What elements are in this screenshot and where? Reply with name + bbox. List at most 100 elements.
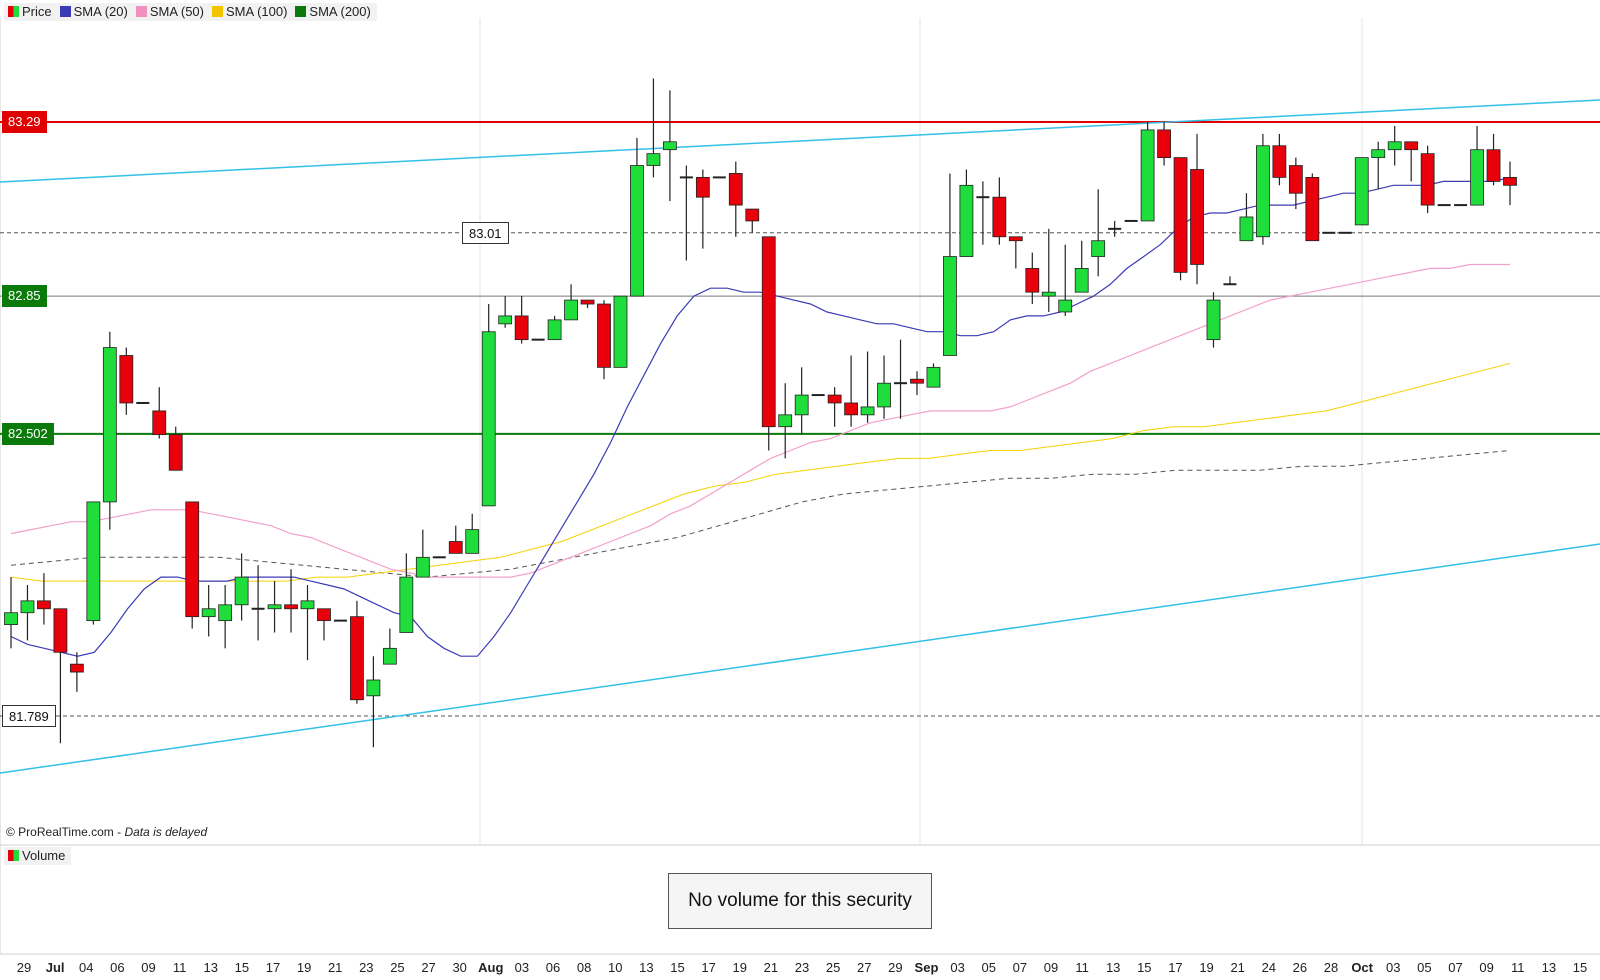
candle[interactable] bbox=[1091, 189, 1106, 277]
candle[interactable] bbox=[877, 355, 891, 419]
candle[interactable] bbox=[597, 300, 611, 380]
candle[interactable] bbox=[317, 608, 331, 641]
candle-body bbox=[943, 256, 957, 356]
candle[interactable] bbox=[300, 585, 315, 661]
candle-body bbox=[317, 608, 331, 622]
candle[interactable] bbox=[646, 78, 661, 178]
candle[interactable] bbox=[1157, 122, 1171, 166]
candle-body bbox=[1058, 299, 1073, 313]
candle[interactable] bbox=[1371, 141, 1386, 190]
candle[interactable] bbox=[201, 585, 216, 637]
candle[interactable] bbox=[1173, 157, 1188, 281]
legend-item[interactable]: Price bbox=[8, 4, 52, 19]
candle[interactable] bbox=[761, 236, 776, 451]
candle[interactable] bbox=[695, 169, 710, 249]
candle[interactable] bbox=[860, 351, 875, 423]
candle[interactable] bbox=[20, 585, 35, 641]
x-tick-label: Aug bbox=[478, 960, 503, 975]
candle[interactable] bbox=[218, 585, 233, 649]
candle[interactable] bbox=[926, 363, 941, 388]
candle[interactable] bbox=[794, 367, 809, 435]
candle[interactable] bbox=[168, 426, 183, 471]
candle[interactable] bbox=[37, 573, 51, 625]
candle[interactable] bbox=[152, 387, 167, 439]
candle[interactable] bbox=[267, 581, 282, 633]
candle[interactable] bbox=[564, 284, 578, 321]
candle[interactable] bbox=[1074, 240, 1089, 293]
candle[interactable] bbox=[366, 656, 381, 748]
candle-body bbox=[1206, 299, 1221, 341]
candle[interactable] bbox=[894, 339, 908, 419]
candle[interactable] bbox=[1503, 161, 1517, 206]
candle[interactable] bbox=[959, 169, 974, 257]
candle[interactable] bbox=[69, 652, 84, 692]
candle[interactable] bbox=[1354, 157, 1369, 226]
price-level-label: 83.01 bbox=[462, 221, 509, 244]
candle[interactable] bbox=[102, 331, 117, 530]
candle[interactable] bbox=[1008, 236, 1023, 269]
candle[interactable] bbox=[399, 553, 414, 633]
candle[interactable] bbox=[992, 177, 1007, 245]
candle[interactable] bbox=[1404, 141, 1419, 182]
candle[interactable] bbox=[844, 355, 858, 427]
candle[interactable] bbox=[185, 501, 200, 629]
candle[interactable] bbox=[1058, 244, 1073, 316]
legend-swatch-icon bbox=[59, 6, 71, 17]
candle[interactable] bbox=[663, 90, 677, 202]
candle[interactable] bbox=[382, 628, 397, 665]
candle[interactable] bbox=[1288, 157, 1303, 210]
candle[interactable] bbox=[53, 608, 68, 744]
candle[interactable] bbox=[1420, 145, 1435, 214]
candle[interactable] bbox=[547, 315, 562, 341]
legend-item[interactable]: SMA (100) bbox=[212, 4, 287, 19]
candle[interactable] bbox=[976, 181, 990, 245]
candle[interactable] bbox=[4, 577, 18, 649]
candle[interactable] bbox=[1041, 228, 1056, 312]
candle[interactable] bbox=[1108, 220, 1122, 237]
candle[interactable] bbox=[580, 299, 595, 308]
candle[interactable] bbox=[613, 295, 628, 368]
candle[interactable] bbox=[1256, 133, 1270, 245]
candle[interactable] bbox=[1305, 173, 1320, 242]
x-tick-label: 15 bbox=[670, 960, 684, 975]
legend-item[interactable]: SMA (20) bbox=[59, 4, 128, 19]
candle[interactable] bbox=[498, 296, 513, 328]
candle[interactable] bbox=[1239, 193, 1254, 242]
legend-item[interactable]: SMA (200) bbox=[295, 4, 371, 19]
candle[interactable] bbox=[1272, 133, 1287, 186]
candle[interactable] bbox=[745, 208, 760, 233]
candle[interactable] bbox=[514, 296, 529, 344]
candle[interactable] bbox=[1206, 292, 1221, 348]
candle[interactable] bbox=[728, 161, 743, 237]
candle[interactable] bbox=[1025, 252, 1040, 305]
candle[interactable] bbox=[1190, 133, 1204, 285]
x-tick-label: 19 bbox=[297, 960, 311, 975]
candle[interactable] bbox=[284, 569, 298, 633]
candle[interactable] bbox=[465, 513, 480, 554]
candle-body bbox=[860, 406, 875, 416]
candle[interactable] bbox=[86, 501, 101, 625]
candle[interactable] bbox=[1223, 276, 1237, 286]
legend-swatch-icon bbox=[8, 6, 19, 17]
candle[interactable] bbox=[415, 529, 430, 578]
candle[interactable] bbox=[910, 371, 924, 396]
candle[interactable] bbox=[943, 173, 957, 356]
candle[interactable] bbox=[827, 387, 842, 427]
legend-item[interactable]: SMA (50) bbox=[135, 4, 204, 19]
candle[interactable] bbox=[481, 304, 496, 507]
candle[interactable] bbox=[234, 553, 249, 621]
candle[interactable] bbox=[251, 565, 265, 641]
candle[interactable] bbox=[1486, 133, 1501, 186]
candle[interactable] bbox=[119, 347, 134, 415]
candle[interactable] bbox=[1387, 125, 1402, 166]
candle[interactable] bbox=[630, 137, 644, 297]
candle[interactable] bbox=[1140, 122, 1155, 222]
candle-body bbox=[877, 382, 891, 408]
candle[interactable] bbox=[679, 165, 693, 261]
candle-body bbox=[4, 612, 18, 625]
candle[interactable] bbox=[350, 600, 364, 704]
candle[interactable] bbox=[448, 525, 463, 554]
candle[interactable] bbox=[778, 383, 793, 459]
candle[interactable] bbox=[1470, 125, 1484, 206]
